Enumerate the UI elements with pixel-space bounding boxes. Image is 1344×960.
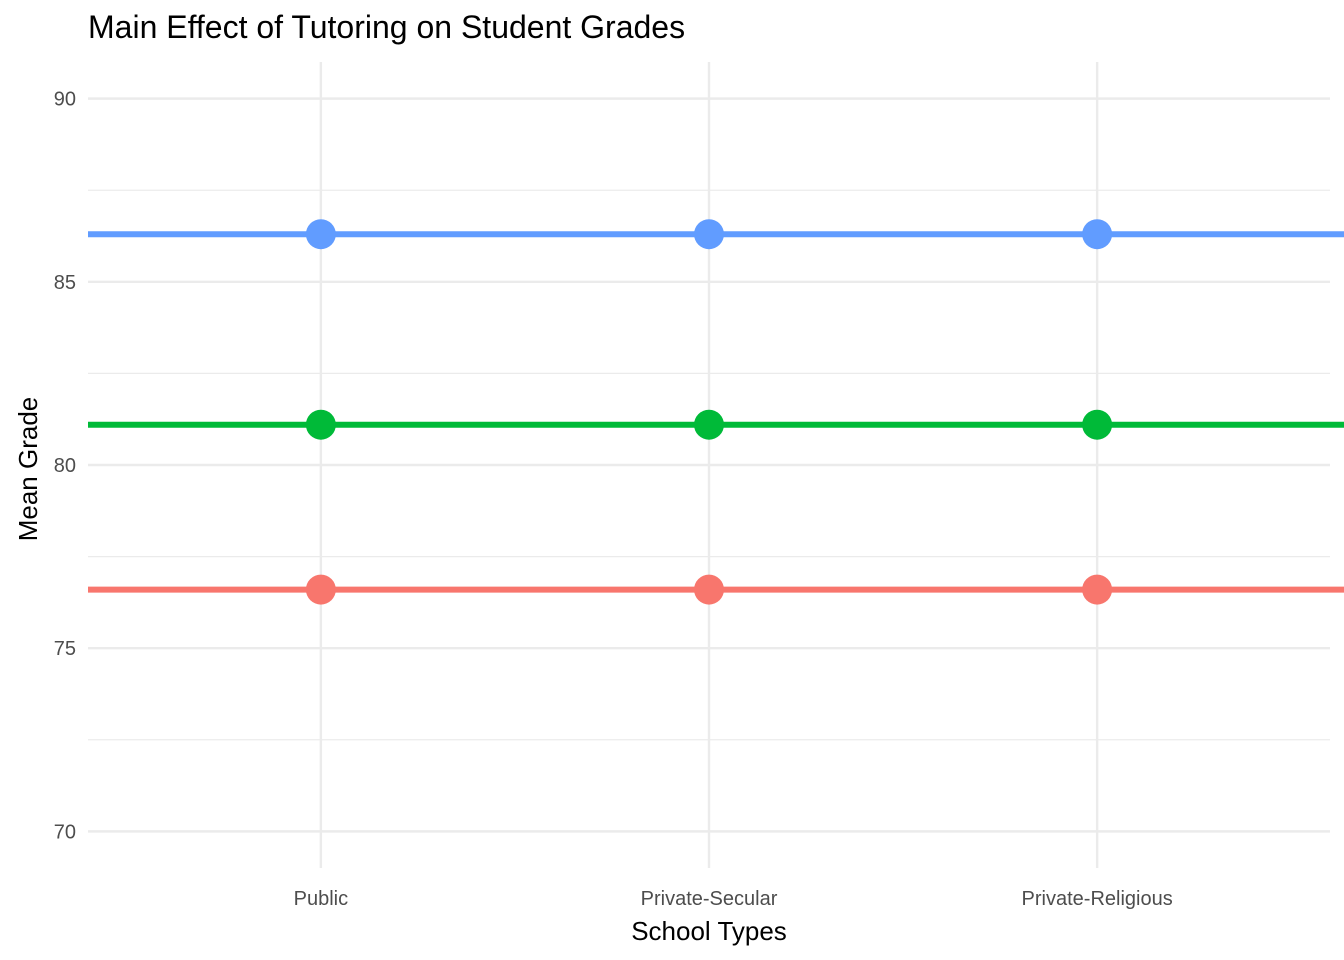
x-axis-title: School Types: [631, 916, 787, 946]
x-axis-ticks: Public Private-Secular Private-Religious: [294, 888, 1173, 910]
y-tick-label: 90: [54, 89, 76, 111]
y-tick-label: 80: [54, 455, 76, 477]
grid: [88, 62, 1330, 868]
data-point: [305, 409, 336, 440]
data-point: [305, 219, 336, 250]
y-tick-label: 75: [54, 638, 76, 660]
y-axis-ticks: 70 75 80 85 90: [54, 89, 76, 844]
series-points: [305, 219, 1113, 605]
y-tick-label: 85: [54, 272, 76, 294]
y-axis-title: Mean Grade: [13, 397, 43, 542]
chart-title: Main Effect of Tutoring on Student Grade…: [88, 9, 685, 45]
data-point: [694, 409, 724, 440]
data-point: [1082, 574, 1113, 605]
data-point: [1082, 219, 1113, 250]
x-tick-label: Public: [294, 888, 348, 910]
x-tick-label: Private-Secular: [641, 888, 778, 910]
data-point: [305, 574, 336, 605]
data-point: [694, 219, 724, 250]
y-tick-label: 70: [54, 821, 76, 843]
x-tick-label: Private-Religious: [1022, 888, 1173, 910]
data-point: [694, 574, 724, 605]
data-point: [1082, 409, 1113, 440]
